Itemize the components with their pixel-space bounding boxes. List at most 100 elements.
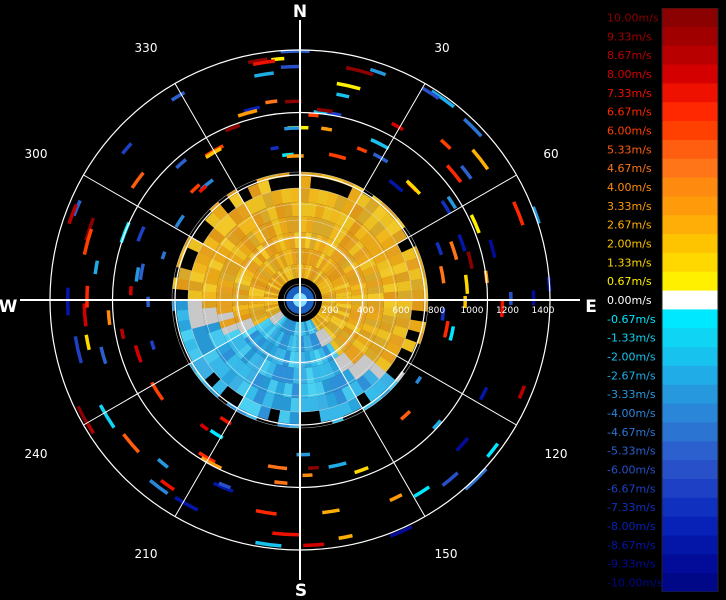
velocity-bin: [276, 316, 288, 330]
colorbar-label: 6.00m/s: [607, 124, 652, 137]
velocity-bin: [315, 252, 327, 269]
velocity-bin: [383, 291, 398, 301]
velocity-bin: [394, 317, 411, 330]
velocity-bin: [282, 249, 291, 267]
velocity-bin: [309, 333, 318, 351]
echo-bin: [399, 410, 412, 421]
echo-bin: [479, 386, 489, 401]
bearing-spoke: [83, 174, 247, 270]
echo-bin: [252, 59, 276, 67]
echo-bin: [243, 105, 261, 113]
velocity-bin: [314, 272, 326, 285]
velocity-bin: [337, 401, 353, 417]
velocity-bin: [305, 320, 313, 335]
velocity-bin: [317, 218, 330, 237]
bearing-label: 120: [545, 447, 568, 461]
velocity-bin: [300, 188, 311, 203]
cardinal-label: E: [585, 297, 597, 317]
velocity-bin: [293, 321, 299, 336]
echo-bin: [345, 65, 374, 77]
velocity-bin: [235, 380, 251, 397]
colorbar-swatch: [662, 403, 718, 423]
echo-bin: [463, 295, 467, 309]
velocity-bin: [356, 208, 373, 226]
velocity-bin: [364, 348, 381, 364]
echo-bin: [73, 336, 83, 364]
velocity-bin: [176, 278, 190, 291]
velocity-bin: [252, 315, 269, 326]
velocity-bin: [336, 251, 353, 267]
echo-bin: [98, 404, 116, 429]
velocity-bin: [312, 270, 324, 284]
colorbar-label: 8.67m/s: [607, 49, 652, 62]
echo-bin: [267, 464, 288, 471]
velocity-bin: [234, 313, 252, 324]
velocity-bin: [392, 261, 409, 275]
velocity-bin: [359, 353, 376, 370]
echo-bin: [322, 508, 340, 515]
bearing-labels-layer: N E S W 30 60 120 150 210 240 300 330 200 400 600 800 10…: [0, 2, 597, 600]
velocity-bin: [348, 219, 364, 236]
velocity-bin: [268, 310, 282, 321]
velocity-bin: [252, 388, 267, 406]
colorbar-label: -5.33m/s: [607, 445, 656, 458]
velocity-bin: [177, 319, 192, 333]
velocity-bin: [251, 355, 266, 373]
velocity-bin: [382, 282, 398, 293]
velocity-bin: [321, 290, 336, 297]
velocity-bin: [309, 319, 318, 333]
echo-bin: [200, 456, 223, 470]
echo-bin: [209, 428, 224, 440]
echo-bin: [133, 345, 143, 363]
velocity-bin: [273, 331, 285, 348]
range-label: 200: [321, 306, 338, 316]
velocity-bin: [274, 272, 286, 285]
velocity-bin: [183, 337, 199, 353]
velocity-bin: [281, 319, 291, 333]
velocity-bin: [363, 271, 382, 283]
velocity-bin: [231, 338, 248, 354]
bearing-label: 300: [25, 147, 48, 161]
colorbar-swatch: [662, 83, 718, 103]
velocity-bin: [261, 191, 275, 208]
velocity-bin: [212, 378, 229, 395]
velocity-bin: [272, 274, 285, 286]
echo-bin: [440, 308, 446, 321]
velocity-bin: [314, 381, 326, 397]
velocity-bin: [329, 244, 344, 261]
colorbar-swatch: [662, 347, 718, 367]
velocity-bin: [247, 333, 264, 349]
velocity-bin: [220, 369, 238, 386]
velocity-bin: [290, 264, 297, 279]
velocity-bin: [334, 227, 349, 245]
echo-bin: [372, 152, 389, 164]
echo-bin: [284, 126, 301, 131]
velocity-bin: [284, 319, 293, 334]
echo-bin: [189, 183, 201, 194]
velocity-bin: [355, 251, 373, 267]
colorbar-swatch: [662, 554, 718, 574]
echo-bin: [85, 285, 90, 308]
bearing-label: 150: [435, 547, 458, 561]
velocity-bin: [214, 220, 231, 238]
velocity-bin: [348, 380, 365, 398]
echo-bin: [99, 346, 108, 365]
echo-bin: [442, 320, 450, 338]
echo-bin: [439, 265, 446, 284]
velocity-bin: [303, 321, 310, 336]
velocity-bin: [385, 220, 402, 237]
velocity-bin: [260, 240, 275, 258]
echo-bin: [307, 465, 320, 471]
echo-bin: [356, 146, 368, 154]
velocity-bin: [315, 331, 326, 348]
velocity-bin: [333, 309, 351, 318]
echo-bin: [413, 485, 431, 498]
bearing-label: 30: [434, 41, 449, 55]
velocity-bin: [201, 379, 213, 391]
colorbar-swatch: [662, 328, 718, 348]
velocity-bin: [382, 307, 398, 318]
velocity-bin: [300, 176, 312, 189]
cardinal-label: S: [295, 581, 307, 600]
velocity-bin: [291, 383, 300, 398]
velocity-bin: [248, 286, 266, 294]
